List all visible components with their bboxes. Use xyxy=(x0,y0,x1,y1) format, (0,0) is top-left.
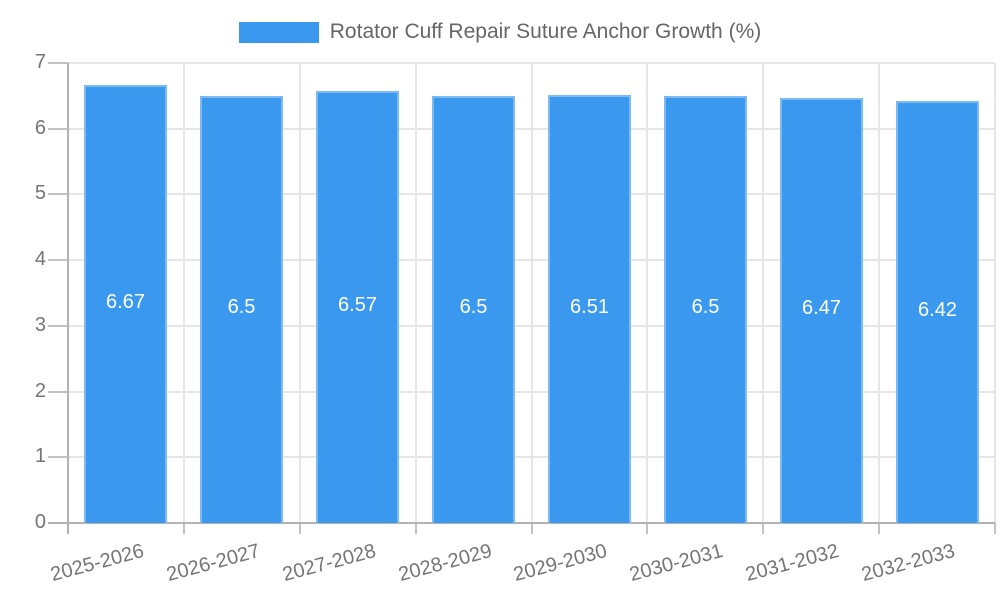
bar-2028-2029[interactable] xyxy=(432,95,515,523)
x-axis-tick xyxy=(994,523,996,534)
y-tick-label: 5 xyxy=(34,182,46,205)
x-axis-tick xyxy=(762,523,765,534)
x-axis-tick xyxy=(530,523,533,534)
bar-2026-2027[interactable] xyxy=(200,95,283,523)
x-axis-tick xyxy=(182,523,185,534)
y-tick-label: 3 xyxy=(34,313,46,336)
x-tick-label: 2027-2028 xyxy=(280,540,379,587)
bar-value-label: 6.57 xyxy=(338,294,377,316)
bar-2029-2030[interactable] xyxy=(548,95,631,523)
bar-2030-2031[interactable] xyxy=(664,95,747,523)
y-axis-line xyxy=(67,63,69,534)
y-axis-tick xyxy=(48,62,68,64)
x-axis-tick xyxy=(414,523,417,534)
y-tick-label: 4 xyxy=(34,248,46,271)
bar-value-label: 6.42 xyxy=(918,299,957,321)
bar-value-label: 6.5 xyxy=(227,296,256,318)
legend-label: Rotator Cuff Repair Suture Anchor Growth… xyxy=(329,20,762,43)
bar-2032-2033[interactable] xyxy=(896,101,979,523)
bar-2031-2032[interactable] xyxy=(780,97,863,523)
x-tick-label: 2029-2030 xyxy=(511,540,610,587)
y-tick-label: 6 xyxy=(34,116,46,139)
y-axis-tick xyxy=(48,259,68,262)
bar-value-label: 6.47 xyxy=(802,297,841,319)
y-tick-label: 1 xyxy=(34,445,46,468)
x-gridline xyxy=(762,63,765,523)
y-axis-tick xyxy=(48,390,68,393)
chart-legend[interactable]: Rotator Cuff Repair Suture Anchor Growth… xyxy=(0,20,1000,44)
x-tick-label: 2025-2026 xyxy=(48,540,147,587)
y-axis-tick xyxy=(48,127,68,130)
bar-value-label: 6.5 xyxy=(459,296,488,318)
x-tick-label: 2031-2032 xyxy=(743,540,842,587)
x-gridline xyxy=(414,63,417,523)
bar-2027-2028[interactable] xyxy=(316,91,399,523)
y-axis-tick xyxy=(48,193,68,196)
y-axis-tick xyxy=(48,456,68,459)
bar-value-label: 6.5 xyxy=(691,296,720,318)
x-gridline xyxy=(298,63,301,523)
x-axis-tick xyxy=(298,523,301,534)
x-tick-label: 2032-2033 xyxy=(859,540,958,587)
x-gridline xyxy=(530,63,533,523)
x-gridline xyxy=(994,63,996,523)
x-tick-label: 2030-2031 xyxy=(627,540,726,587)
bar-2025-2026[interactable] xyxy=(84,84,167,523)
x-tick-label: 2026-2027 xyxy=(164,540,263,587)
x-axis-tick xyxy=(878,523,881,534)
y-axis-tick xyxy=(48,324,68,327)
x-axis-line xyxy=(48,522,995,524)
x-gridline xyxy=(646,63,649,523)
bar-value-label: 6.67 xyxy=(106,291,145,313)
x-gridline xyxy=(182,63,185,523)
legend-swatch xyxy=(238,21,319,43)
y-tick-label: 7 xyxy=(34,51,46,73)
x-gridline xyxy=(878,63,881,523)
y-tick-label: 0 xyxy=(34,511,46,533)
x-axis-tick xyxy=(646,523,649,534)
bar-value-label: 6.51 xyxy=(570,296,609,318)
y-tick-label: 2 xyxy=(34,379,46,402)
x-tick-label: 2028-2029 xyxy=(396,540,495,587)
